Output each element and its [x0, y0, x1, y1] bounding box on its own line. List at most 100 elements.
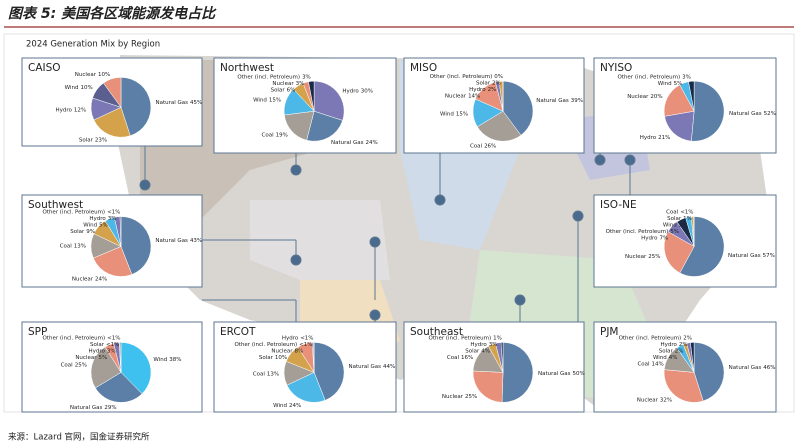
slice-value: <1%: [106, 341, 119, 347]
slice-category: Other (incl. Petroleum): [429, 335, 492, 341]
slice-value: 13%: [267, 371, 279, 377]
slice-category: Hydro: [641, 235, 658, 241]
slice-value: 5%: [99, 222, 108, 228]
slice-value: 10%: [81, 84, 93, 90]
slice-category: Wind: [83, 222, 97, 228]
slice-value: 1%: [683, 216, 692, 222]
slice-value: 52%: [764, 110, 776, 116]
pie-slice: [94, 372, 143, 403]
slice-value: 3%: [489, 341, 498, 347]
slice-category: Coal: [61, 362, 74, 368]
slice-category: Solar: [659, 348, 674, 354]
pie-slice: [93, 106, 131, 138]
slice-label: Wind 10%: [65, 84, 93, 90]
slice-label: Solar 2%: [476, 80, 501, 86]
slice-category: Other (incl. Petroleum): [619, 335, 682, 341]
slice-category: Coal: [60, 243, 73, 249]
pie-slice: [119, 216, 122, 247]
slice-value: 29%: [104, 405, 116, 411]
slice-category: Other (incl. Petroleum): [42, 335, 105, 341]
slice-category: Hydro: [89, 216, 106, 222]
pie-slice: [688, 80, 695, 112]
slice-value: 23%: [95, 137, 107, 143]
slice-value: 2%: [488, 87, 497, 93]
slice-value: 12%: [74, 107, 86, 113]
slice-category: Hydro: [469, 87, 486, 93]
slice-category: Solar: [90, 341, 105, 347]
slice-label: Hydro <1%: [282, 335, 314, 341]
slice-value: 3%: [302, 74, 311, 80]
slice-value: 46%: [763, 365, 775, 371]
slice-category: Hydro: [56, 107, 73, 113]
slice-value: 26%: [484, 143, 496, 149]
slice-label: Natural Gas 52%: [729, 110, 776, 116]
slice-value: 30%: [361, 88, 373, 94]
slice-value: 5%: [670, 229, 679, 235]
slice-value: <1%: [680, 209, 693, 215]
slice-category: Natural Gas: [70, 405, 103, 411]
slice-label: Wind 3%: [663, 222, 688, 228]
pie-slice: [103, 77, 122, 109]
slice-value: 2%: [675, 348, 684, 354]
slice-category: Hydro: [661, 341, 678, 347]
slice-label: Wind 24%: [273, 402, 301, 408]
slice-value: 39%: [571, 98, 583, 104]
slice-label: Solar 6%: [271, 87, 296, 93]
slice-value: 14%: [468, 93, 480, 99]
slice-label: Hydro 21%: [640, 134, 671, 140]
slice-label: Solar 23%: [79, 137, 107, 143]
slice-value: <1%: [107, 335, 120, 341]
slice-category: Nuclear: [442, 394, 464, 400]
slice-category: Wind: [658, 80, 672, 86]
slice-label: Coal 13%: [253, 371, 279, 377]
slice-value: 16%: [461, 354, 473, 360]
slice-category: Wind: [273, 402, 287, 408]
slice-label: Natural Gas 45%: [155, 99, 202, 105]
slice-value: 25%: [75, 362, 87, 368]
slice-value: 3%: [107, 348, 116, 354]
slice-value: <1%: [299, 341, 312, 347]
slice-value: 3%: [108, 216, 117, 222]
slice-category: Hydro: [88, 348, 105, 354]
page-title: 图表 5: 美国各区域能源发电占比: [8, 5, 217, 22]
slice-label: Nuclear 20%: [627, 93, 662, 99]
pie-slice: [477, 110, 522, 142]
slice-category: Other (incl. Petroleum): [234, 341, 297, 347]
pie-slice: [313, 342, 345, 401]
slice-value: 24%: [289, 402, 301, 408]
slice-label: Hydro 2%: [661, 341, 688, 347]
slice-value: 14%: [652, 361, 664, 367]
slice-label: Other (incl. Petroleum) <1%: [42, 335, 120, 341]
slice-label: Nuclear 8%: [271, 348, 303, 354]
slice-value: 3%: [682, 74, 691, 80]
slice-label: Natural Gas 39%: [536, 98, 583, 104]
slice-label: Nuclear 25%: [442, 394, 477, 400]
pie-slice: [286, 372, 326, 403]
slice-value: 2%: [492, 80, 501, 86]
pie-slice: [663, 369, 704, 403]
slice-label: Other (incl. Petroleum) 0%: [430, 74, 503, 80]
slice-category: Coal: [666, 209, 679, 215]
slice-value: 25%: [465, 394, 477, 400]
slice-category: Natural Gas: [729, 365, 762, 371]
slice-label: Wind 15%: [440, 111, 468, 117]
slice-label: Solar <1%: [90, 341, 119, 347]
slice-category: Natural Gas: [331, 139, 364, 145]
pie-slice: [312, 342, 315, 373]
slice-value: 2%: [683, 335, 692, 341]
slice-label: Hydro 3%: [88, 348, 115, 354]
slice-label: Solar 1%: [667, 216, 692, 222]
slice-label: Solar 2%: [659, 348, 684, 354]
pie-slice: [119, 342, 122, 373]
slice-category: Wind: [440, 111, 454, 117]
slice-value: 15%: [269, 97, 281, 103]
slice-label: Wind 15%: [253, 97, 281, 103]
pie-slice: [313, 80, 345, 121]
region-title: Southwest: [28, 199, 83, 211]
slice-label: Wind 38%: [153, 357, 181, 363]
slice-label: Natural Gas 44%: [348, 363, 395, 369]
slice-label: Solar 10%: [259, 354, 287, 360]
slice-value: 15%: [456, 111, 468, 117]
slice-label: Nuclear 32%: [637, 397, 672, 403]
slice-label: Hydro 12%: [56, 107, 87, 113]
